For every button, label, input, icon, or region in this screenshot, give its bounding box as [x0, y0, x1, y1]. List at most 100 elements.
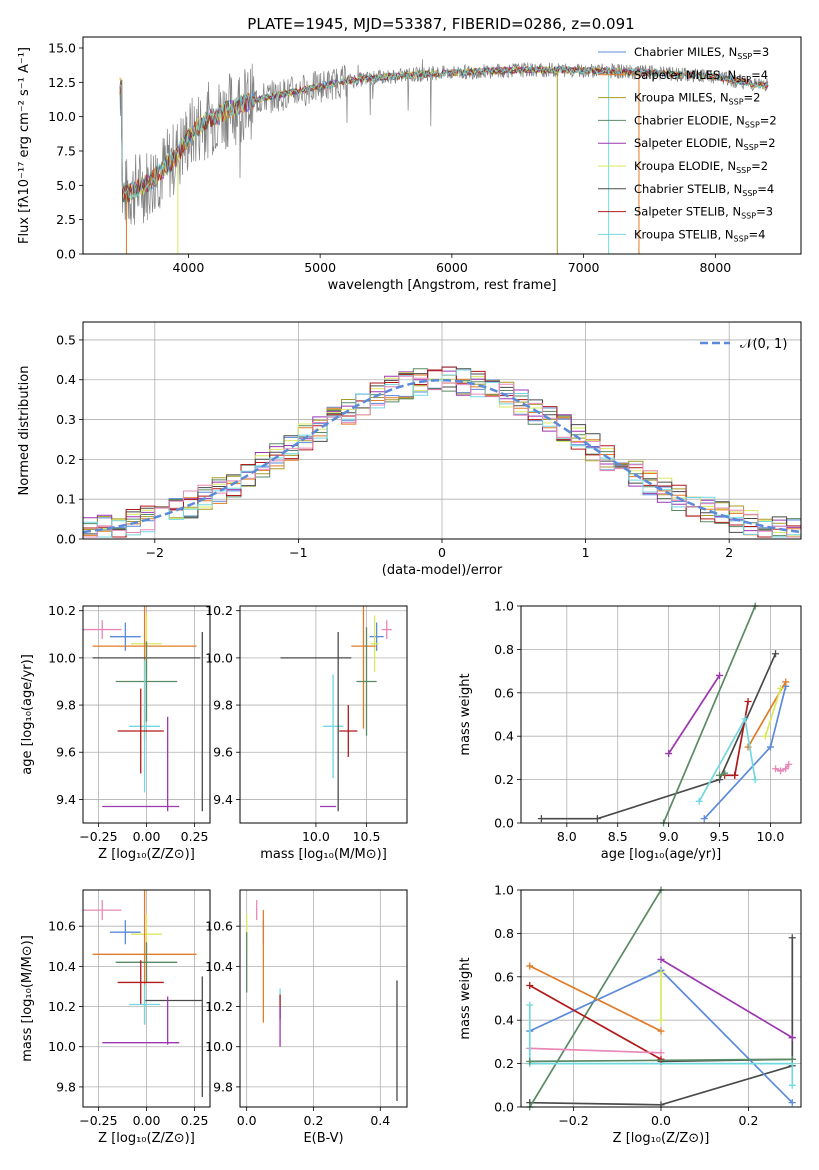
weight-marker	[657, 1016, 665, 1024]
y-tick-label: 0.0	[56, 532, 76, 547]
weight-marker	[777, 767, 785, 775]
weight-marker	[731, 771, 739, 779]
y-tick-label: 9.6	[56, 745, 76, 760]
x-tick-label: 10.5	[353, 829, 381, 844]
x-axis-label: Z [log₁₀(Z/Z⊙)]	[98, 847, 195, 862]
x-tick-label: 9.0	[659, 829, 679, 844]
weight-marker	[744, 697, 752, 705]
weight-marker	[526, 962, 534, 970]
y-axis-label: Normed distribution	[17, 366, 32, 496]
y-tick-label: 0.4	[494, 729, 514, 744]
y-tick-label: 9.8	[56, 698, 76, 713]
y-tick-label: 10.0	[48, 650, 76, 665]
weight-marker	[665, 750, 673, 758]
legend-entry: Salpeter ELODIE, NSSP=2	[634, 136, 776, 152]
weight-marker	[782, 678, 790, 686]
y-tick-label: 10.6	[48, 919, 76, 934]
x-axis-label: wavelength [Angstrom, rest frame]	[328, 278, 557, 293]
weight-line	[660, 937, 794, 1063]
plot-frame	[82, 605, 211, 824]
y-tick-label: 0.2	[494, 1056, 514, 1071]
legend-entry: Chabrier MILES, NSSP=3	[634, 45, 769, 61]
x-tick-label: −0.25	[79, 1113, 117, 1128]
mass-vs-ebv-panel: 0.0 0.2 0.4 9.8 10.0 10.2 10.4 10.6 E(B-V)	[205, 889, 408, 1146]
y-tick-label: 0.2	[56, 452, 76, 467]
y-tick-label: 2.5	[56, 212, 76, 227]
x-tick-label: 6000	[436, 260, 468, 275]
plot-frame	[239, 605, 408, 824]
normal-curve	[82, 378, 802, 534]
weight-marker	[700, 815, 708, 823]
y-tick-label: 0.0	[494, 816, 514, 831]
x-tick-label: 9.5	[710, 829, 730, 844]
weight-marker	[777, 684, 785, 692]
residual-histogram	[83, 375, 801, 538]
legend-entry: Chabrier ELODIE, NSSP=2	[634, 113, 777, 129]
weight-marker	[782, 765, 790, 773]
weight-line	[529, 965, 662, 1032]
weight-marker	[761, 732, 769, 740]
weight-marker	[785, 760, 793, 768]
weight-line	[667, 674, 721, 755]
x-tick-label: 5000	[304, 260, 336, 275]
y-tick-label: 1.0	[494, 599, 514, 614]
weight-line	[698, 716, 757, 802]
x-axis-label: Z [log₁₀(Z/Z⊙)]	[613, 1131, 710, 1146]
weight-vs-age-panel: 8.0 8.5 9.0 9.5 10.0 0.0 0.2 0.4 0.6 0.8 1.0 age [l…	[458, 599, 802, 862]
spectrum-panel: 4000 5000 6000 7000 8000 0.0 2.5 5.0 7.5 10.0 12.5…	[17, 36, 802, 293]
weight-marker	[716, 771, 724, 779]
y-axis-label: Flux [fλ10⁻¹⁷ erg cm⁻² s⁻¹ A⁻¹]	[17, 47, 32, 244]
residuals-panel: −2 −1 0 1 2 0.0 0.1 0.2 0.3 0.4 0.5 (data-model)/er…	[17, 321, 802, 578]
weight-line	[541, 653, 777, 820]
weight-line	[660, 958, 793, 1039]
y-tick-label: 10.2	[48, 603, 76, 618]
y-tick-label: 0.6	[494, 969, 514, 984]
y-axis-label: mass [log₁₀(M/M⊙)]	[20, 935, 35, 1062]
y-tick-label: 9.6	[213, 745, 233, 760]
x-tick-label: 0	[438, 545, 446, 560]
y-axis-label: mass weight	[458, 957, 473, 1039]
y-tick-label: 0.0	[56, 247, 76, 262]
weight-marker	[772, 650, 780, 658]
x-tick-label: 8.5	[608, 829, 628, 844]
weight-line	[529, 1047, 662, 1054]
y-tick-label: 10.2	[205, 603, 233, 618]
figure-title: PLATE=1945, MJD=53387, FIBERID=0286, z=0…	[247, 15, 634, 33]
x-tick-label: −0.2	[558, 1113, 588, 1128]
model-spectrum-line	[119, 65, 769, 203]
plot-frame	[239, 889, 408, 1108]
x-tick-label: 0.00	[133, 1113, 161, 1128]
legend-entry: Kroupa ELODIE, NSSP=2	[634, 159, 768, 175]
weight-marker	[766, 743, 774, 751]
weight-marker	[657, 968, 665, 976]
weight-vs-Z-panel: −0.2 0.0 0.2 0.0 0.2 0.4 0.6 0.8 1.0 Z [log₁₀(Z/Z…	[458, 883, 802, 1146]
x-tick-label: 4000	[172, 260, 204, 275]
age-vs-mass-panel: 10.0 10.5 9.4 9.6 9.8 10.0 10.2 mass [log₁₀(M/M…	[205, 603, 408, 862]
y-tick-label: 9.8	[213, 1079, 233, 1094]
weight-marker	[772, 765, 780, 773]
y-tick-label: 0.8	[494, 926, 514, 941]
residual-histogram	[83, 369, 801, 538]
x-tick-label: −0.25	[79, 829, 117, 844]
y-tick-label: 0.1	[56, 492, 76, 507]
y-tick-label: 15.0	[48, 40, 76, 55]
y-tick-label: 10.2	[205, 999, 233, 1014]
weight-marker	[526, 1001, 534, 1009]
weight-marker	[788, 1055, 796, 1063]
y-tick-label: 10.2	[48, 999, 76, 1014]
weight-marker	[657, 1049, 665, 1057]
model-spectrum-line	[119, 65, 769, 195]
y-tick-label: 0.6	[494, 685, 514, 700]
x-tick-label: 8000	[699, 260, 731, 275]
legend-entry: Kroupa STELIB, NSSP=4	[634, 227, 765, 243]
plot-frame	[520, 889, 802, 1108]
plot-frame	[520, 605, 802, 824]
plot-frame	[82, 321, 802, 540]
weight-line	[703, 686, 787, 820]
age-vs-Z-panel: −0.25 0.00 0.25 9.4 9.6 9.8 10.0 10.2 Z [log₁₀(Z…	[20, 603, 211, 862]
weight-line	[528, 1005, 794, 1086]
y-axis-label: mass weight	[458, 673, 473, 755]
weight-marker	[657, 955, 665, 963]
weight-marker	[788, 1081, 796, 1089]
weight-marker	[537, 815, 545, 823]
